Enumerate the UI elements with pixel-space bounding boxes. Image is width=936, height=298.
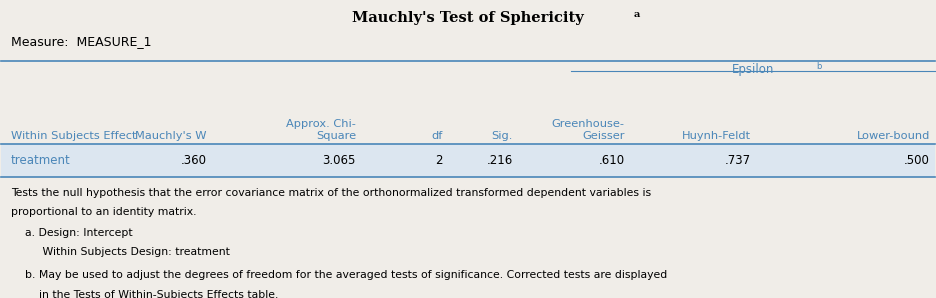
Text: df: df [431, 131, 443, 141]
Text: Lower-bound: Lower-bound [856, 131, 930, 141]
FancyBboxPatch shape [1, 144, 935, 177]
Text: b. May be used to adjust the degrees of freedom for the averaged tests of signif: b. May be used to adjust the degrees of … [24, 271, 667, 280]
Text: .500: .500 [904, 154, 930, 167]
Text: .610: .610 [599, 154, 625, 167]
Text: Huynh-Feldt: Huynh-Feldt [681, 131, 751, 141]
Text: Greenhouse-
Geisser: Greenhouse- Geisser [552, 119, 625, 141]
Text: Mauchly's Test of Sphericity: Mauchly's Test of Sphericity [352, 11, 584, 25]
Text: a. Design: Intercept: a. Design: Intercept [24, 228, 132, 238]
Text: in the Tests of Within-Subjects Effects table.: in the Tests of Within-Subjects Effects … [24, 290, 278, 298]
Text: .737: .737 [724, 154, 751, 167]
Text: 3.065: 3.065 [323, 154, 356, 167]
Text: a: a [634, 10, 640, 19]
Text: Measure:  MEASURE_1: Measure: MEASURE_1 [10, 35, 152, 48]
Text: proportional to an identity matrix.: proportional to an identity matrix. [10, 207, 197, 217]
Text: b: b [816, 62, 822, 71]
Text: 2: 2 [435, 154, 443, 167]
Text: Approx. Chi-
Square: Approx. Chi- Square [286, 119, 356, 141]
Text: Tests the null hypothesis that the error covariance matrix of the orthonormalize: Tests the null hypothesis that the error… [10, 188, 651, 198]
Text: Mauchly's W: Mauchly's W [135, 131, 207, 141]
Text: .360: .360 [181, 154, 207, 167]
Text: Within Subjects Effect: Within Subjects Effect [10, 131, 137, 141]
Text: Sig.: Sig. [491, 131, 513, 141]
Text: .216: .216 [487, 154, 513, 167]
Text: treatment: treatment [10, 154, 70, 167]
Text: Epsilon: Epsilon [731, 63, 774, 76]
Text: Within Subjects Design: treatment: Within Subjects Design: treatment [24, 247, 229, 257]
